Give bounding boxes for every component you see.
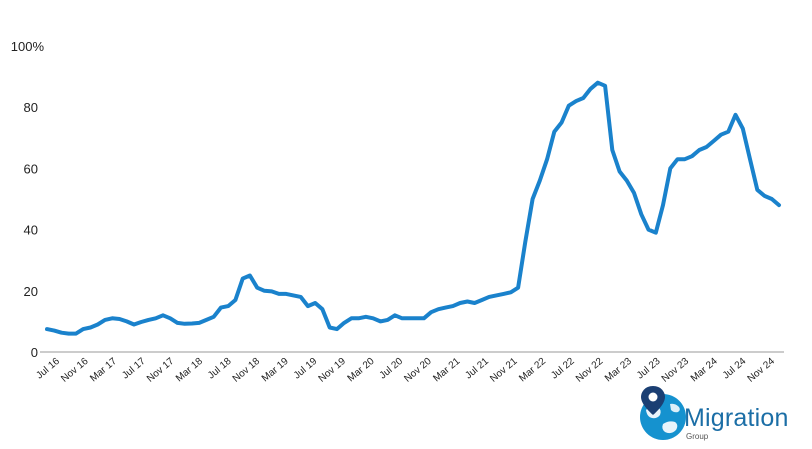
y-tick-label-top: 100%: [11, 39, 45, 54]
x-tick-label: Mar 20: [346, 356, 377, 385]
x-tick-label: Jul 24: [721, 356, 749, 382]
x-tick-label: Jul 23: [635, 356, 663, 382]
series-line: [45, 80, 781, 336]
logo-brand-text: Migration: [684, 404, 789, 432]
x-tick-label: Nov 17: [145, 356, 177, 385]
x-tick-label: Nov 24: [746, 356, 778, 385]
x-tick-label: Jul 17: [120, 356, 148, 382]
y-tick-label: 0: [31, 345, 38, 360]
migration-group-logo: Migration Group: [636, 384, 804, 444]
x-tick-label: Mar 23: [603, 356, 634, 385]
logo-sub-text: Group: [686, 432, 709, 441]
x-tick-label: Nov 21: [488, 356, 520, 385]
x-tick-label: Nov 22: [574, 356, 606, 385]
y-axis: 0 20 40 60 80 100%: [11, 39, 45, 360]
x-tick-label: Nov 16: [59, 356, 91, 385]
x-tick-label: Jul 16: [34, 356, 62, 382]
y-tick-label: 20: [24, 284, 38, 299]
x-tick-label: Jul 19: [292, 356, 320, 382]
x-tick-label: Nov 23: [660, 356, 692, 385]
x-tick-label: Jul 20: [378, 356, 406, 382]
globe-pin-icon: [640, 386, 686, 440]
y-tick-label: 60: [24, 161, 38, 176]
y-tick-label: 40: [24, 223, 38, 238]
x-tick-label: Nov 18: [231, 356, 263, 385]
x-tick-label: Nov 20: [402, 356, 434, 385]
series-layer: [45, 80, 781, 336]
x-tick-label: Nov 19: [317, 356, 349, 385]
y-tick-label: 80: [24, 100, 38, 115]
x-tick-label: Mar 17: [88, 356, 119, 385]
x-tick-label: Jul 21: [463, 356, 491, 382]
x-tick-label: Jul 22: [549, 356, 577, 382]
x-tick-label: Mar 24: [689, 356, 720, 385]
x-tick-label: Mar 19: [260, 356, 291, 385]
x-tick-label: Mar 18: [174, 356, 205, 385]
x-tick-label: Jul 18: [206, 356, 234, 382]
x-tick-label: Mar 22: [517, 356, 548, 385]
x-tick-label: Mar 21: [431, 356, 462, 385]
